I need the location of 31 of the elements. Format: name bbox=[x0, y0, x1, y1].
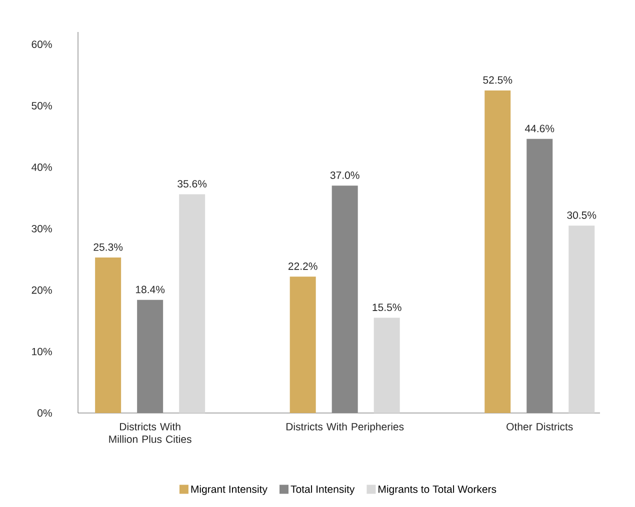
legend-label: Migrant Intensity bbox=[191, 485, 268, 495]
data-label: 30.5% bbox=[567, 211, 596, 219]
y-tick-label: 50% bbox=[32, 102, 52, 110]
bar bbox=[95, 258, 122, 413]
data-label: 35.6% bbox=[178, 180, 207, 188]
legend-label: Migrants to Total Workers bbox=[378, 485, 496, 495]
bar bbox=[568, 226, 595, 413]
y-tick-label: 30% bbox=[32, 224, 52, 232]
data-label: 44.6% bbox=[524, 124, 554, 132]
y-tick-label: 40% bbox=[32, 163, 52, 171]
y-tick-label: 60% bbox=[32, 40, 52, 48]
y-tick-label: 0% bbox=[38, 409, 52, 417]
bar bbox=[374, 318, 400, 413]
y-tick-label: 20% bbox=[32, 286, 52, 294]
data-label: 18.4% bbox=[136, 286, 165, 294]
bar bbox=[526, 138, 553, 413]
bar bbox=[484, 90, 511, 413]
data-label: 37.0% bbox=[330, 172, 360, 179]
legend-label: Total Intensity bbox=[290, 485, 355, 495]
bar bbox=[137, 300, 164, 413]
bar bbox=[179, 194, 206, 413]
x-tick-label: Other Districts bbox=[506, 422, 573, 430]
data-label: 15.5% bbox=[372, 304, 402, 312]
bar bbox=[332, 186, 358, 413]
x-tick-label: Districts With Peripheries bbox=[286, 422, 404, 432]
bar bbox=[290, 276, 316, 413]
data-label: 22.2% bbox=[288, 262, 318, 270]
data-label: 52.5% bbox=[483, 76, 512, 84]
data-label: 25.3% bbox=[94, 243, 123, 251]
x-tick-label: Districts With Million Plus Cities bbox=[109, 422, 192, 443]
y-tick-label: 10% bbox=[32, 348, 52, 356]
